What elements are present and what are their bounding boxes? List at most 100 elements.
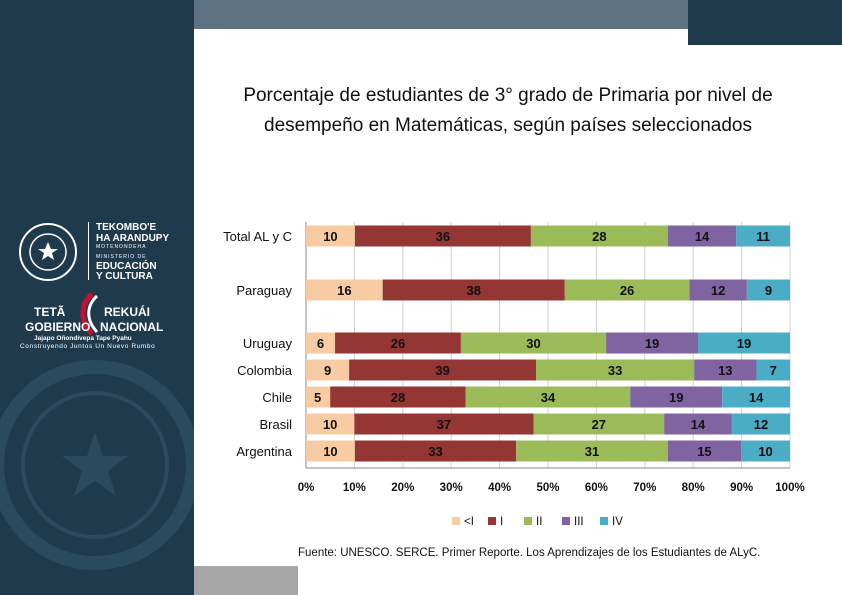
x-tick-label: 60% — [585, 482, 608, 494]
data-label: 12 — [711, 283, 725, 298]
bar-segment — [306, 413, 355, 435]
data-label: 9 — [324, 363, 331, 378]
legend-swatch — [562, 517, 570, 525]
bar-segment — [354, 413, 534, 435]
gov-line-1a: TETÃ — [34, 305, 66, 319]
x-tick-label: 90% — [730, 482, 753, 494]
legend-swatch — [488, 517, 496, 525]
bar-segment — [694, 359, 757, 381]
data-label: 10 — [758, 444, 772, 459]
bar-segment — [349, 359, 537, 381]
gov-line-2a: GOBIERNO — [25, 320, 91, 334]
x-tick-label: 20% — [391, 482, 414, 494]
logo-divider — [88, 222, 89, 280]
data-label: 10 — [323, 417, 337, 432]
bar-segment — [722, 386, 790, 408]
x-tick-label: 100% — [775, 482, 804, 494]
data-label: 6 — [317, 336, 324, 351]
mec-line-3: MOTENONDEHA — [96, 244, 147, 250]
mec-line-5: EDUCACIÓN — [96, 261, 157, 272]
bar-segment — [698, 332, 790, 354]
bar-segment — [460, 332, 607, 354]
data-label: 9 — [765, 283, 772, 298]
watermark-seal-icon — [0, 360, 194, 570]
gov-line-2b: NACIONAL — [100, 320, 164, 334]
legend-swatch — [524, 517, 532, 525]
category-label: Total AL y C — [223, 229, 292, 244]
data-label: 38 — [466, 283, 480, 298]
x-tick-label: 30% — [440, 482, 463, 494]
sidebar-panel: TEKOMBO'E HA ARANDUPY MOTENONDEHA MINIST… — [0, 0, 194, 595]
category-label: Uruguay — [243, 336, 293, 351]
x-tick-label: 80% — [682, 482, 705, 494]
category-label: Paraguay — [236, 283, 292, 298]
legend-label: III — [574, 516, 584, 528]
data-label: 19 — [645, 336, 659, 351]
mec-line-2: HA ARANDUPY — [96, 233, 170, 244]
bar-segment — [306, 332, 336, 354]
bar-segment — [756, 359, 790, 381]
source-note: Fuente: UNESCO. SERCE. Primer Reporte. L… — [298, 547, 761, 559]
gov-line-4: Construyendo Juntos Un Nuevo Rumbo — [20, 343, 156, 350]
x-tick-label: 10% — [343, 482, 366, 494]
data-label: 34 — [541, 390, 556, 405]
gov-line-1b: REKUÁI — [104, 305, 151, 319]
data-label: 37 — [437, 417, 451, 432]
data-label: 7 — [770, 363, 777, 378]
legend-label: <I — [464, 516, 474, 528]
bar-segment — [741, 440, 790, 462]
category-label: Chile — [262, 390, 292, 405]
data-label: 14 — [749, 390, 764, 405]
mec-line-6: Y CULTURA — [96, 271, 153, 282]
data-label: 39 — [435, 363, 449, 378]
data-label: 26 — [391, 336, 405, 351]
bottom-banner-grey — [194, 566, 298, 595]
bar-segment — [731, 413, 790, 435]
bar-segment — [533, 413, 665, 435]
data-label: 27 — [592, 417, 606, 432]
bar-segment — [664, 413, 732, 435]
legend-swatch — [452, 517, 460, 525]
data-label: 28 — [391, 390, 405, 405]
data-label: 16 — [337, 283, 351, 298]
data-label: 36 — [436, 229, 450, 244]
x-tick-label: 0% — [298, 482, 315, 494]
bar-segment — [335, 332, 461, 354]
bar-segment — [516, 440, 668, 462]
bar-segment — [306, 440, 355, 462]
legend-label: IV — [612, 516, 623, 528]
bar-segment — [667, 440, 742, 462]
bar-segment — [736, 225, 790, 247]
data-label: 33 — [608, 363, 622, 378]
bar-segment — [564, 279, 690, 301]
category-label: Argentina — [236, 444, 292, 459]
data-label: 15 — [697, 444, 711, 459]
data-label: 28 — [592, 229, 606, 244]
data-label: 12 — [754, 417, 768, 432]
category-label: Colombia — [237, 363, 293, 378]
national-seal-icon — [19, 223, 77, 281]
bar-segment — [536, 359, 695, 381]
bar-segment — [530, 225, 668, 247]
x-tick-label: 70% — [633, 482, 656, 494]
bar-segment — [306, 359, 350, 381]
data-label: 26 — [620, 283, 634, 298]
bar-segment — [306, 386, 331, 408]
bar-segment — [330, 386, 466, 408]
top-banner-grey — [194, 0, 688, 29]
bar-segment — [746, 279, 790, 301]
bar-segment — [306, 279, 383, 301]
data-label: 13 — [718, 363, 732, 378]
gov-line-3: Jajapo Oñondivepa Tape Pyahu — [34, 335, 132, 342]
bar-segment — [630, 386, 723, 408]
chart-title-line-2: desempeño en Matemáticas, según países s… — [264, 115, 752, 136]
bar-segment — [354, 225, 531, 247]
data-label: 10 — [323, 444, 337, 459]
x-tick-label: 40% — [488, 482, 511, 494]
data-label: 19 — [737, 336, 751, 351]
data-label: 14 — [691, 417, 706, 432]
mec-line-1: TEKOMBO'E — [96, 222, 157, 233]
gov-flag-icon — [80, 292, 99, 336]
chart-title-line-1: Porcentaje de estudiantes de 3° grado de… — [243, 85, 773, 106]
